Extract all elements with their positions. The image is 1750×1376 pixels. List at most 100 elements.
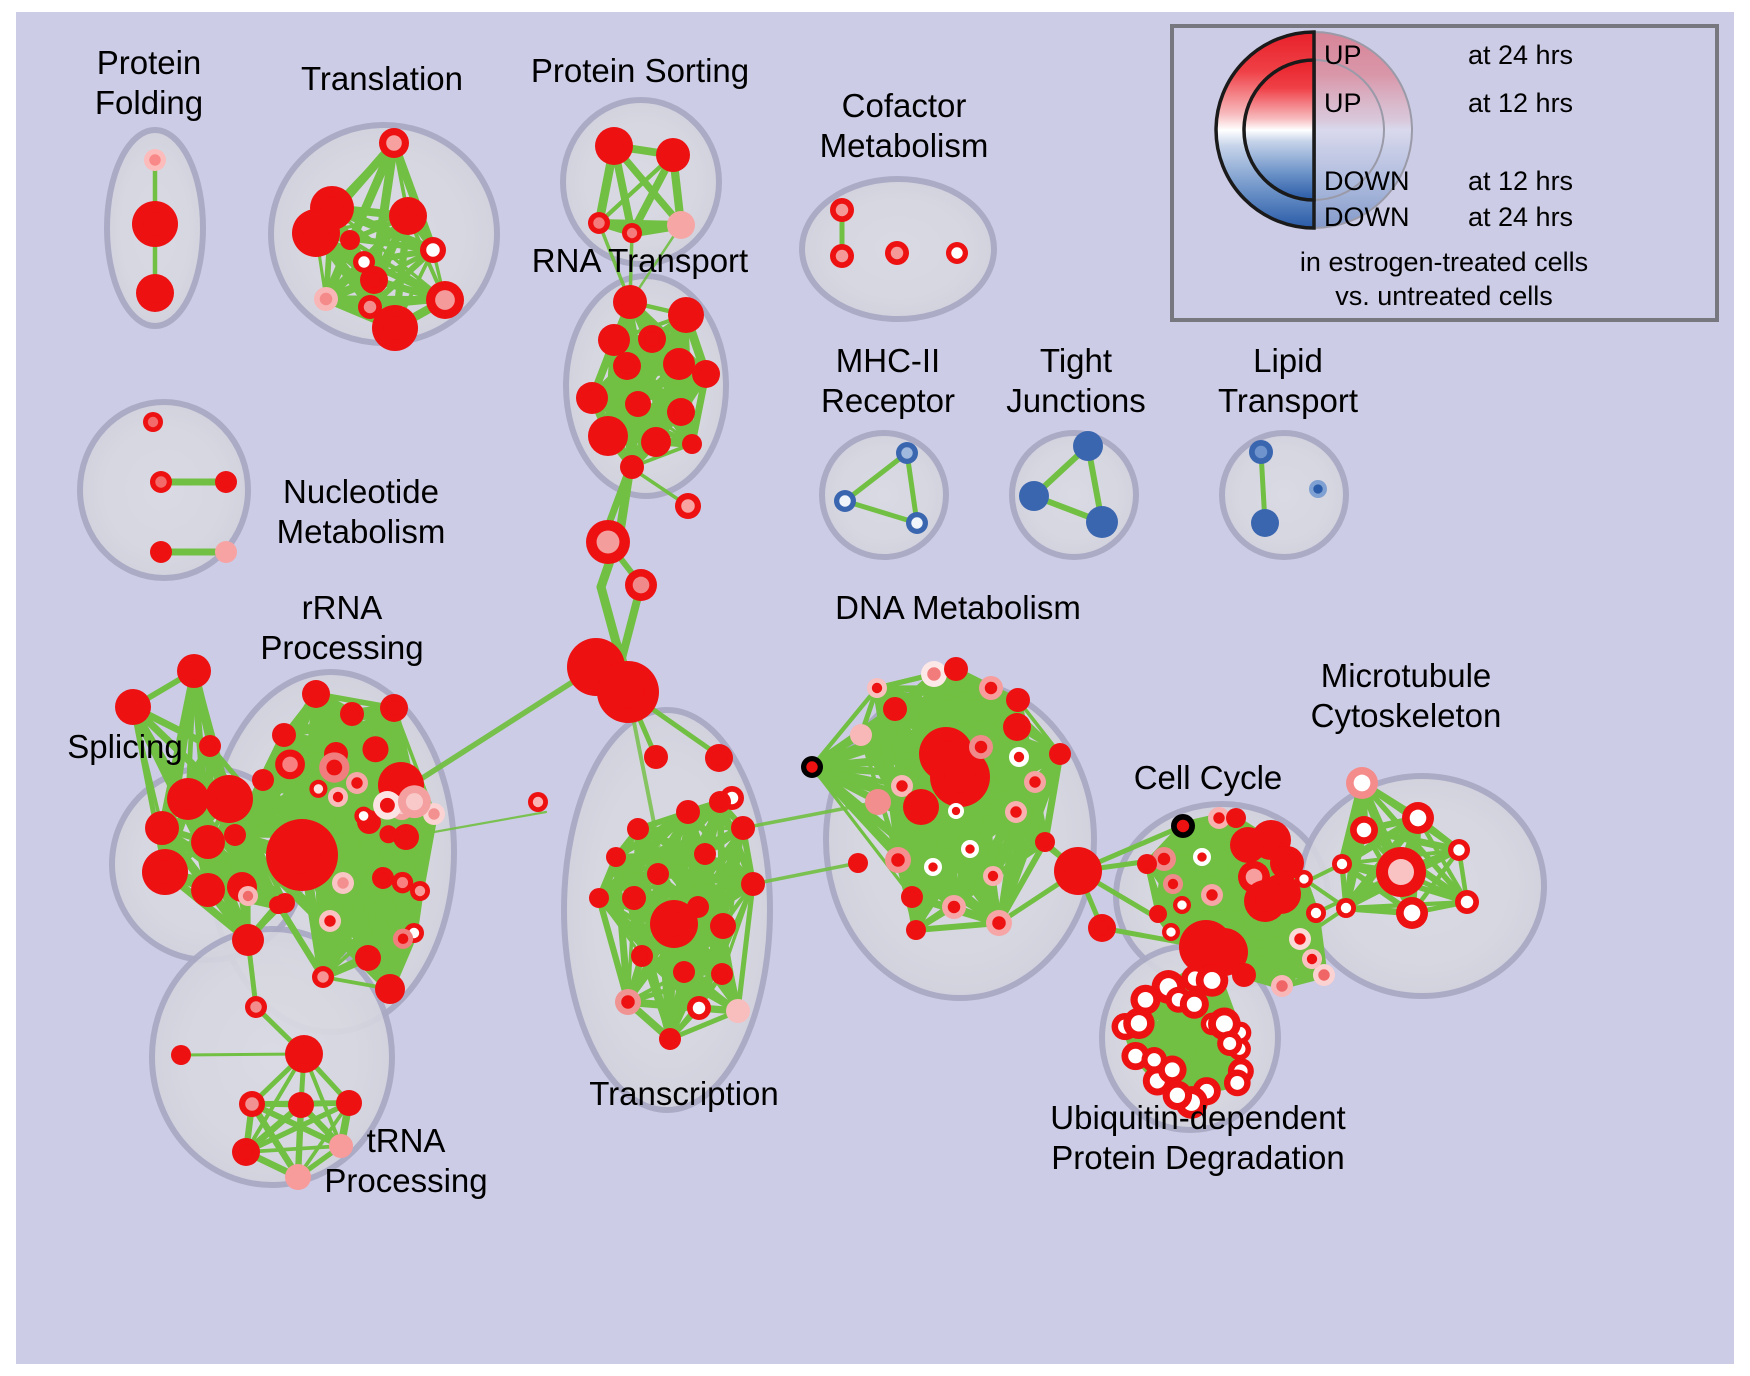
gene-set-node-core — [1336, 858, 1348, 870]
gene-set-node-core — [1211, 939, 1237, 965]
gene-set-edge — [279, 703, 399, 740]
cluster-label-nucleotide-metabolism: Metabolism — [277, 513, 446, 550]
gene-set-edge — [807, 695, 1023, 772]
legend-state-2: DOWN — [1324, 166, 1409, 196]
legend-state-1: UP — [1324, 88, 1362, 118]
gene-set-node-core — [1388, 859, 1414, 885]
gene-set-edge — [596, 582, 621, 647]
gene-set-node-core — [319, 292, 333, 306]
legend-caption-2: vs. untreated cells — [1335, 281, 1553, 311]
gene-set-node-core — [185, 662, 203, 680]
gene-set-edge — [613, 799, 723, 860]
gene-set-node-core — [177, 788, 199, 810]
gene-set-edge — [389, 138, 438, 255]
gene-set-edge — [630, 798, 724, 902]
cluster-hull-lipid-transport — [1219, 430, 1349, 560]
gene-set-node-core — [414, 885, 426, 897]
gene-set-node-core — [927, 667, 941, 681]
gene-set-edge — [296, 1101, 351, 1179]
gene-set-node-core — [147, 416, 159, 428]
gene-set-node-core — [1054, 748, 1066, 760]
gene-set-node-core — [676, 305, 696, 325]
gene-set-node-core — [911, 797, 931, 817]
gene-set-node-core — [358, 811, 369, 821]
legend-state-3: DOWN — [1324, 202, 1409, 232]
gene-set-node-core — [294, 1044, 314, 1064]
gene-set-node-core — [1026, 488, 1042, 504]
cluster-label-mhc-ii-receptor: Receptor — [821, 382, 955, 419]
gene-set-node-core — [277, 728, 291, 742]
gene-set-node-core — [1230, 812, 1242, 824]
gene-set-edge — [716, 798, 757, 888]
gene-set-node-core — [1153, 909, 1163, 919]
gene-set-node-core — [692, 1001, 706, 1015]
legend-inner-disc-left — [1242, 58, 1316, 202]
gene-set-node-core — [928, 862, 938, 872]
gene-set-node-core — [673, 404, 689, 420]
gene-set-edge — [299, 664, 599, 858]
cluster-label-dna-metabolism: DNA Metabolism — [835, 589, 1081, 626]
gene-set-node-core — [240, 932, 256, 948]
gene-set-node-core — [1223, 1036, 1237, 1050]
gene-set-node-core — [910, 924, 922, 936]
gene-set-node-core — [426, 243, 440, 257]
gene-set-edge — [913, 920, 1002, 933]
gene-set-node-core — [673, 217, 689, 233]
legend: UP UP DOWN DOWN at 24 hrs at 12 hrs at 1… — [1170, 24, 1719, 322]
gene-set-edge — [873, 684, 1064, 758]
gene-set-edge — [810, 765, 914, 899]
gene-set-node-core — [605, 331, 623, 349]
gene-set-node-core — [1169, 1087, 1186, 1103]
gene-set-node-core — [399, 830, 413, 844]
gene-set-node-core — [692, 901, 704, 913]
gene-set-node-core — [1213, 812, 1225, 824]
gene-set-edge — [809, 685, 880, 770]
gene-set-node-core — [984, 681, 998, 695]
gene-set-node-core — [736, 821, 750, 835]
gene-set-node-core — [1340, 902, 1352, 914]
gene-set-node-core — [245, 1097, 259, 1111]
gene-set-node-core — [649, 750, 663, 764]
gene-set-edge — [667, 1008, 741, 1042]
gene-set-node-core — [610, 851, 622, 863]
gene-set-node-core — [532, 796, 544, 808]
gene-set-node-core — [366, 272, 382, 288]
gene-set-node-core — [1039, 836, 1051, 848]
gene-set-node-core — [648, 434, 664, 450]
gene-set-node-core — [294, 1098, 308, 1112]
gene-set-node-core — [1094, 920, 1110, 936]
gene-set-node-core — [835, 203, 849, 217]
cluster-label-ubiquitin-degradation: Protein Degradation — [1051, 1139, 1345, 1176]
gene-set-node-core — [698, 366, 714, 382]
cluster-label-rrna-processing: rRNA — [302, 589, 383, 626]
gene-set-node-core — [1318, 969, 1330, 981]
cluster-label-cell-cycle: Cell Cycle — [1134, 759, 1283, 796]
gene-set-node-core — [664, 1033, 676, 1045]
gene-set-node-core — [1157, 852, 1171, 866]
gene-set-node-core — [242, 890, 254, 902]
gene-set-edge — [912, 838, 1049, 934]
gene-set-node-core — [153, 819, 171, 837]
gene-set-node-core — [1130, 1015, 1148, 1032]
cluster-label-splicing: Splicing — [67, 728, 183, 765]
gene-set-node-core — [951, 247, 963, 259]
legend-time-1: at 12 hrs — [1468, 88, 1573, 118]
cluster-label-rna-transport: RNA Transport — [532, 242, 748, 279]
gene-set-node-core — [597, 425, 619, 447]
gene-set-node-core — [332, 791, 344, 803]
gene-set-node-core — [326, 759, 343, 776]
cluster-label-lipid-transport: Transport — [1218, 382, 1358, 419]
gene-set-edge — [1156, 816, 1238, 916]
gene-set-edge — [179, 1052, 306, 1057]
cluster-label-microtubule-cytoskeleton: Microtubule — [1321, 657, 1492, 694]
gene-set-node-core — [835, 249, 849, 263]
gene-set-node-core — [1306, 953, 1318, 965]
gene-set-node-core — [220, 476, 232, 488]
gene-set-node-core — [806, 761, 818, 773]
gene-set-node-core — [1029, 776, 1041, 788]
gene-set-node-core — [216, 786, 242, 812]
gene-set-node-core — [987, 870, 999, 882]
gene-set-node-core — [1278, 854, 1296, 872]
gene-set-node-core — [716, 968, 728, 980]
gene-set-node-core — [871, 795, 885, 809]
